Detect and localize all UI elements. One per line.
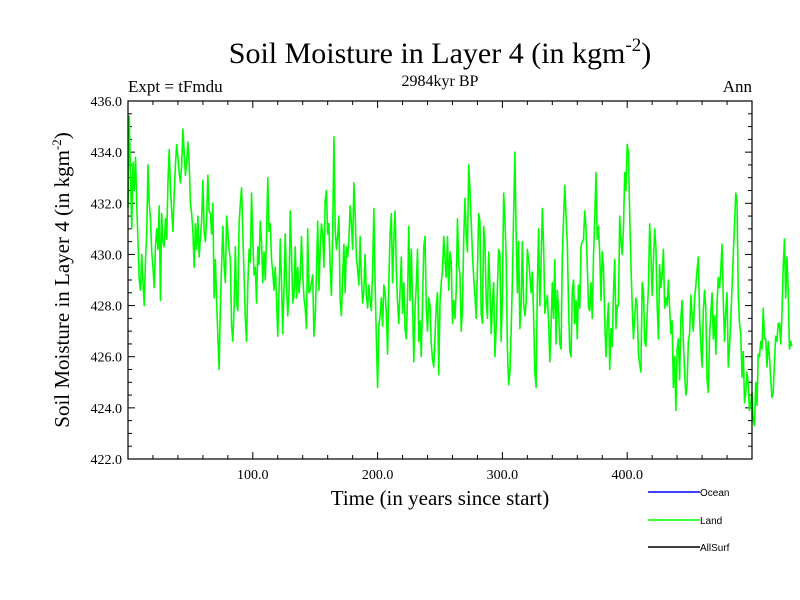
chart-title-close: ) <box>641 37 651 70</box>
subtitle-right: Ann <box>723 77 753 96</box>
subtitle-center: 2984kyr BP <box>402 73 479 90</box>
y-tick-label: 436.0 <box>91 95 123 110</box>
y-tick-label: 428.0 <box>91 300 123 315</box>
legend-label-land: Land <box>700 516 722 527</box>
legend-label-ocean: Ocean <box>700 488 729 499</box>
x-tick-label: 300.0 <box>487 468 519 483</box>
y-tick-label: 432.0 <box>91 197 123 212</box>
y-axis-label: Soil Moisture in Layer 4 (in kgm-2) <box>49 132 74 427</box>
plot-frame <box>127 100 753 460</box>
x-tick-label: 400.0 <box>611 468 643 483</box>
y-axis: 422.0 424.0 426.0 428.0 430.0 432.0 434.0 436.0 <box>91 95 752 468</box>
chart-title: Soil Moisture in Layer 4 (in kgm-2) <box>229 35 651 70</box>
y-tick-label: 424.0 <box>91 402 123 417</box>
chart-title-main: Soil Moisture in Layer 4 (in kgm <box>229 37 626 70</box>
y-tick-label: 426.0 <box>91 351 123 366</box>
x-tick-label: 100.0 <box>237 468 269 483</box>
series-land-line <box>127 115 793 427</box>
y-tick-label: 430.0 <box>91 248 123 263</box>
y-axis-label-main: Soil Moisture in Layer 4 (in kgm <box>50 150 74 428</box>
y-axis-label-sup: -2 <box>49 139 64 150</box>
legend: Ocean Land AllSurf <box>648 488 730 554</box>
y-tick-label: 422.0 <box>91 453 123 468</box>
x-tick-label: 200.0 <box>362 468 394 483</box>
legend-label-allsurf: AllSurf <box>700 543 730 554</box>
x-axis-label: Time (in years since start) <box>331 486 550 510</box>
y-tick-label: 434.0 <box>91 146 123 161</box>
chart-title-sup: -2 <box>625 35 641 56</box>
y-axis-label-close: ) <box>50 132 74 139</box>
subtitle-left: Expt = tFmdu <box>128 77 223 96</box>
